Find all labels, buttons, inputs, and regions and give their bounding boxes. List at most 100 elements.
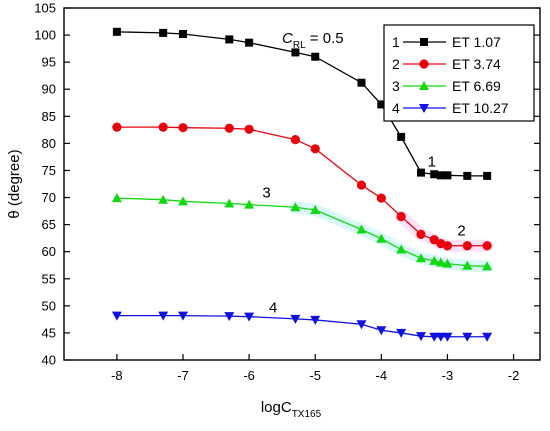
legend: 1 ET 1.07 2 ET 3.74 3 ET 6.69 4 ET 10.27 <box>392 34 509 116</box>
data-point-marker <box>310 315 321 325</box>
data-point-marker <box>244 312 255 322</box>
data-point-marker <box>430 170 439 179</box>
data-point-marker <box>357 78 366 87</box>
x-tick-label: -3 <box>442 368 454 383</box>
series-line <box>116 314 488 338</box>
data-point-marker <box>310 144 320 154</box>
data-point-marker <box>462 241 472 251</box>
data-point-marker <box>376 326 387 336</box>
data-point-marker <box>159 28 168 37</box>
data-point-marker <box>225 35 234 44</box>
y-tick-label: 55 <box>42 271 56 286</box>
data-point-marker <box>356 320 367 330</box>
y-tick-label: 80 <box>42 136 56 151</box>
y-tick-label: 40 <box>42 353 56 368</box>
data-point-marker <box>290 202 301 212</box>
curve-label: 4 <box>269 299 277 316</box>
data-point-marker <box>396 244 407 254</box>
data-point-marker <box>419 81 429 90</box>
data-point-marker <box>420 38 428 46</box>
data-point-marker <box>442 258 453 268</box>
y-tick-label: 100 <box>34 28 56 43</box>
data-point-marker <box>419 59 429 69</box>
data-point-marker <box>224 198 235 208</box>
curve-label: 3 <box>262 185 270 202</box>
data-point-marker <box>443 171 452 180</box>
data-point-marker <box>290 314 301 324</box>
data-point-marker <box>111 311 122 321</box>
data-point-marker <box>429 332 440 342</box>
data-point-marker <box>224 123 234 133</box>
x-tick-label: -5 <box>309 368 321 383</box>
data-point-marker <box>244 199 255 209</box>
data-point-marker <box>417 168 425 177</box>
data-point-marker <box>482 332 493 342</box>
data-point-marker <box>178 311 188 321</box>
data-point-marker <box>416 229 426 239</box>
legend-number: 4 <box>392 100 400 116</box>
y-tick-label: 105 <box>34 1 56 16</box>
curve-label: 1 <box>428 154 436 171</box>
series-markers <box>111 27 493 342</box>
plot-frame <box>63 7 541 361</box>
x-axis-ticks: -8 -7 -6 -5 -4 -3 -2 <box>111 354 519 383</box>
annotation-c-rl: CRL = 0.5 <box>282 30 344 51</box>
x-tick-label: -8 <box>111 368 123 383</box>
data-point-marker <box>483 171 492 180</box>
legend-number: 1 <box>392 34 400 50</box>
data-point-marker <box>442 241 453 251</box>
data-point-marker <box>112 27 121 36</box>
data-point-marker <box>158 311 169 321</box>
data-point-marker <box>178 196 188 206</box>
data-point-marker <box>112 122 122 132</box>
data-point-marker <box>442 332 453 342</box>
x-tick-label: -4 <box>376 368 388 383</box>
y-tick-label: 95 <box>42 55 56 70</box>
data-point-marker <box>290 134 300 145</box>
data-point-marker <box>429 255 440 265</box>
curve-label: 2 <box>457 222 465 239</box>
y-tick-label: 65 <box>42 217 56 232</box>
data-point-marker <box>462 260 473 270</box>
data-point-marker <box>396 328 407 338</box>
series-line <box>116 197 488 267</box>
data-point-marker <box>179 29 187 38</box>
x-axis-title: logCTX165 <box>261 399 322 420</box>
y-tick-label: 50 <box>42 298 56 313</box>
y-tick-label: 70 <box>42 190 56 205</box>
data-point-marker <box>435 257 446 267</box>
data-point-marker <box>397 132 406 141</box>
y-tick-label: 90 <box>42 82 56 97</box>
x-tick-label: -7 <box>177 368 189 383</box>
data-point-marker <box>435 332 446 342</box>
data-point-marker <box>244 124 254 134</box>
data-point-marker <box>224 312 235 322</box>
data-point-marker <box>356 224 367 234</box>
data-point-marker <box>482 261 493 271</box>
data-point-marker <box>416 332 426 342</box>
y-tick-label: 85 <box>42 109 56 124</box>
curve-labels: 1 2 3 4 <box>262 154 465 317</box>
data-point-marker <box>291 48 300 57</box>
data-point-marker <box>310 204 321 214</box>
data-point-marker <box>436 171 445 180</box>
series-line <box>116 126 488 247</box>
legend-label: ET 6.69 <box>452 78 501 94</box>
legend-number: 3 <box>392 78 400 94</box>
x-tick-label: -2 <box>508 368 520 383</box>
legend-label: ET 3.74 <box>452 56 501 72</box>
data-point-marker <box>482 241 492 251</box>
y-axis-ticks: 40 45 50 55 60 65 70 75 80 85 90 95 100 105 <box>34 1 540 368</box>
legend-label: ET 1.07 <box>452 34 501 50</box>
x-tick-label: -6 <box>243 368 255 383</box>
data-point-marker <box>396 211 406 222</box>
legend-box <box>383 24 535 122</box>
y-tick-label: 75 <box>42 163 56 178</box>
data-point-marker <box>111 193 122 203</box>
legend-number: 2 <box>392 56 400 72</box>
y-axis-title: θ (degree) <box>6 149 23 218</box>
data-point-marker <box>376 233 387 243</box>
data-point-marker <box>311 52 320 61</box>
data-point-marker <box>158 122 168 132</box>
